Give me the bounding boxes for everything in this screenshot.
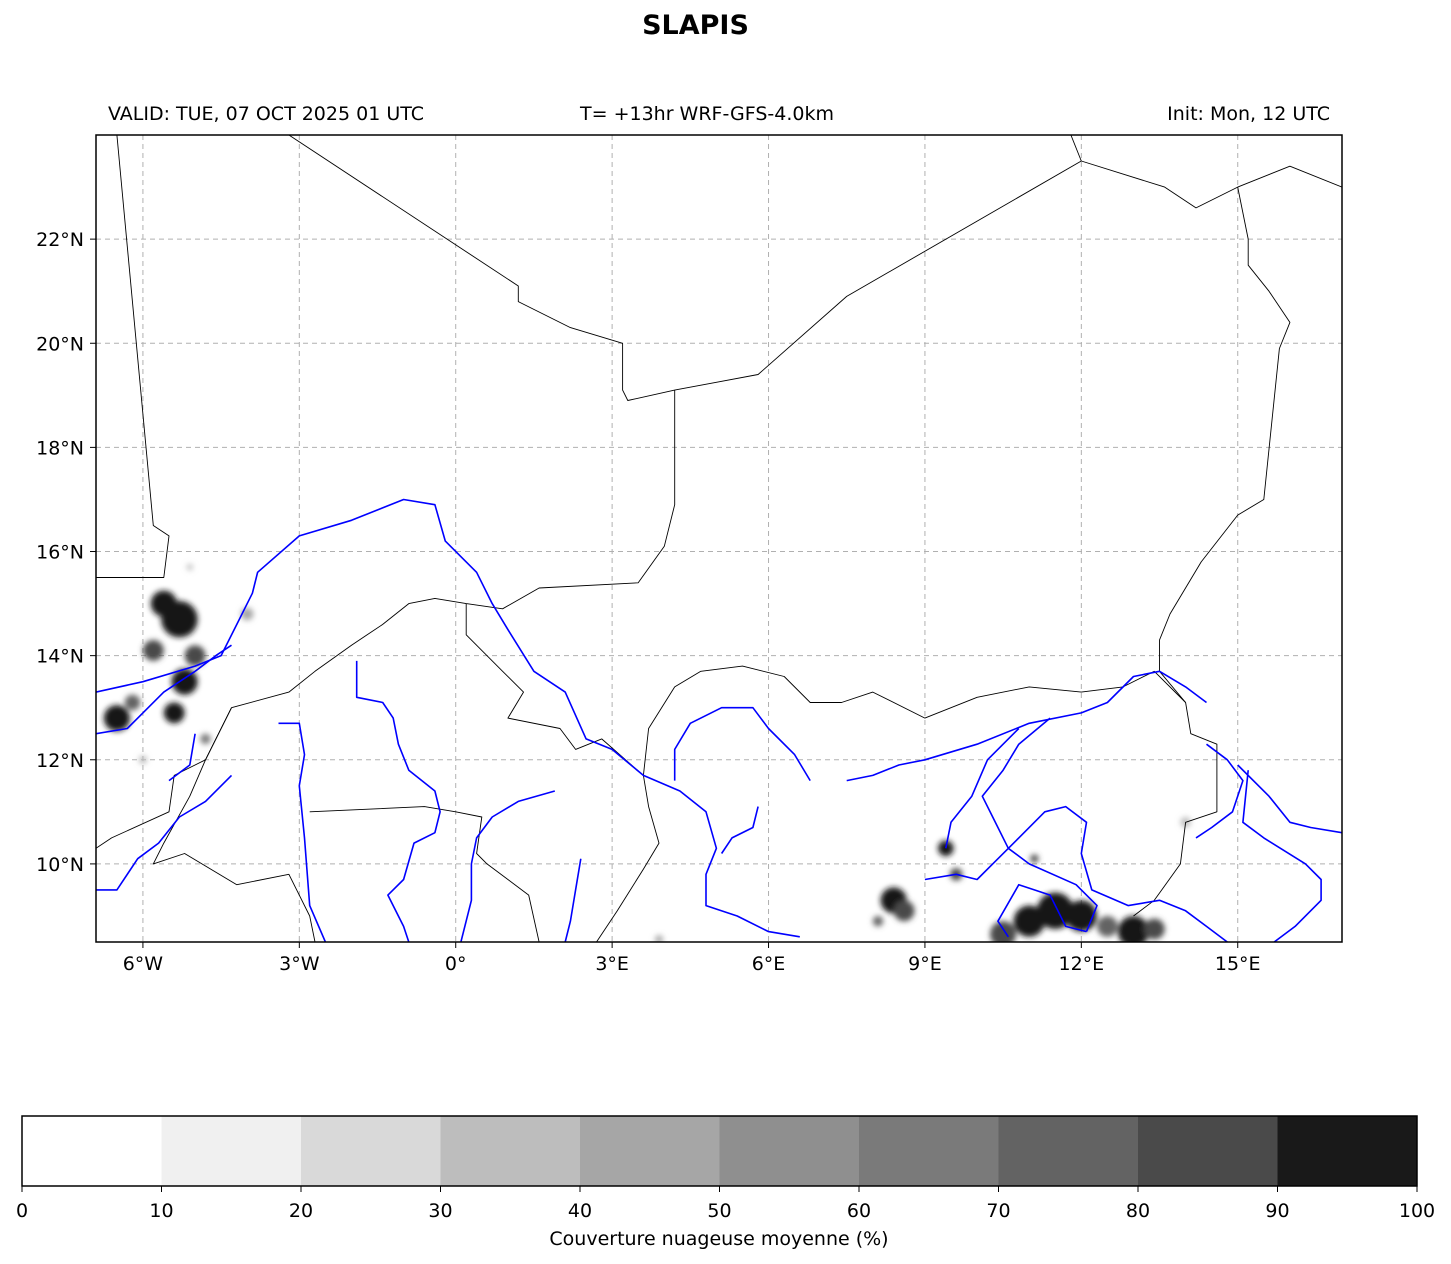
- lon-tick-label: 12°E: [1058, 953, 1104, 975]
- colorbar-cell: [440, 1116, 581, 1186]
- colorbar-label: Couverture nuageuse moyenne (%): [549, 1228, 888, 1250]
- colorbar-cell: [580, 1116, 720, 1186]
- river: [720, 806, 759, 854]
- map-frame: [95, 134, 1343, 943]
- colorbar-tick-label: 70: [986, 1200, 1010, 1222]
- rivers: [96, 498, 1342, 942]
- lon-tick-label: 0°: [445, 953, 467, 975]
- colorbar-tick-label: 100: [1399, 1200, 1435, 1222]
- colorbar-cell: [998, 1116, 1139, 1186]
- colorbar-tick-label: 30: [428, 1200, 452, 1222]
- river: [673, 706, 811, 782]
- colorbar-tick-label: 60: [847, 1200, 871, 1222]
- colorbar-tick-label: 20: [289, 1200, 313, 1222]
- cloud-patch: [142, 640, 164, 661]
- lon-tick-label: 6°E: [752, 953, 786, 975]
- lon-tick-label: 9°E: [908, 953, 942, 975]
- cloud-patch: [1117, 915, 1150, 942]
- river: [96, 670, 196, 735]
- cloud-patch: [893, 900, 915, 922]
- cloud-patch: [200, 733, 211, 745]
- cloud-patch: [171, 668, 198, 695]
- river: [981, 717, 1098, 932]
- lon-tick-label: 3°E: [595, 953, 629, 975]
- country-border: [642, 665, 1186, 776]
- lat-tick-label: 18°N: [36, 437, 84, 459]
- forecast-hour-label: T= +13hr WRF-GFS-4.0km: [580, 103, 834, 125]
- river: [1195, 743, 1244, 839]
- river: [564, 858, 582, 942]
- cloud-patch: [1143, 918, 1165, 940]
- lat-tick-label: 10°N: [36, 854, 84, 876]
- river: [96, 774, 233, 891]
- cloud-patch: [1037, 892, 1074, 929]
- cloud-patch: [184, 645, 206, 667]
- country-border: [152, 707, 316, 942]
- lat-tick-label: 16°N: [36, 542, 84, 564]
- cloud-patch: [150, 590, 177, 617]
- colorbar-tick-label: 0: [16, 1200, 28, 1222]
- country-border: [1070, 135, 1082, 162]
- river: [945, 727, 1020, 849]
- cloud-patch: [1096, 915, 1118, 937]
- colorbar-cell: [719, 1116, 860, 1186]
- country-border: [288, 135, 1342, 401]
- colorbar-tick-label: 10: [149, 1200, 173, 1222]
- colorbar-cell: [1138, 1116, 1278, 1186]
- cloud-patch: [103, 705, 130, 732]
- colorbar-tick-label: 50: [707, 1200, 731, 1222]
- colorbar-tick-label: 80: [1126, 1200, 1150, 1222]
- colorbar-ticks: 0 10 20 30 40 50 60 70 80 90 100: [16, 1186, 1435, 1222]
- colorbar-cell: [1277, 1116, 1418, 1186]
- cloud-patch: [990, 921, 1017, 942]
- colorbar-cell: [22, 1116, 162, 1186]
- cloud-cover-field: [103, 564, 1191, 942]
- river: [1242, 770, 1322, 942]
- country-border: [96, 135, 170, 578]
- cloud-patch: [124, 694, 141, 711]
- cloud-patch: [1030, 854, 1039, 863]
- river: [997, 883, 1087, 938]
- cloud-patch: [872, 915, 884, 927]
- river: [96, 498, 800, 938]
- cloud-patch: [1013, 905, 1045, 937]
- river: [168, 733, 196, 782]
- country-border: [1133, 187, 1291, 917]
- map-panel: 6°W 3°W 0° 3°E 6°E 9°E 12°E 15°E 10°N 12°N 14°N 16°…: [36, 134, 1343, 975]
- lon-tick-label: 6°W: [123, 953, 164, 975]
- lat-tick-label: 22°N: [36, 229, 84, 251]
- axis-ticks: 6°W 3°W 0° 3°E 6°E 9°E 12°E 15°E 10°N 12°N 14°N 16°…: [36, 229, 1260, 975]
- colorbar-cell: [301, 1116, 441, 1186]
- gridlines: [96, 135, 1342, 942]
- colorbar-frame: [21, 1115, 1418, 1187]
- country-border: [309, 806, 540, 942]
- river: [846, 670, 1207, 782]
- cloud-patch: [654, 935, 664, 942]
- lon-tick-label: 15°E: [1215, 953, 1261, 975]
- lat-tick-label: 12°N: [36, 750, 84, 772]
- chart-title: SLAPIS: [642, 10, 749, 41]
- river: [355, 660, 441, 942]
- colorbar-tick-label: 40: [568, 1200, 592, 1222]
- colorbar-cell: [859, 1116, 999, 1186]
- river: [1237, 764, 1342, 834]
- colorbar-cells: [22, 1116, 1418, 1186]
- cloud-patch: [163, 702, 185, 724]
- lat-tick-label: 20°N: [36, 333, 84, 355]
- valid-time-label: VALID: TUE, 07 OCT 2025 01 UTC: [108, 103, 424, 125]
- river: [924, 805, 1228, 942]
- country-border: [465, 603, 660, 942]
- country-border: [96, 390, 676, 849]
- colorbar-cell: [161, 1116, 302, 1186]
- colorbar-tick-label: 90: [1265, 1200, 1289, 1222]
- river: [460, 790, 556, 942]
- river: [278, 722, 327, 942]
- lon-tick-label: 3°W: [279, 953, 320, 975]
- lat-tick-label: 14°N: [36, 646, 84, 668]
- country-borders: [96, 135, 1342, 942]
- init-time-label: Init: Mon, 12 UTC: [1167, 103, 1330, 125]
- river: [194, 644, 232, 672]
- cloud-patch: [186, 564, 193, 571]
- cloud-patch: [138, 755, 148, 764]
